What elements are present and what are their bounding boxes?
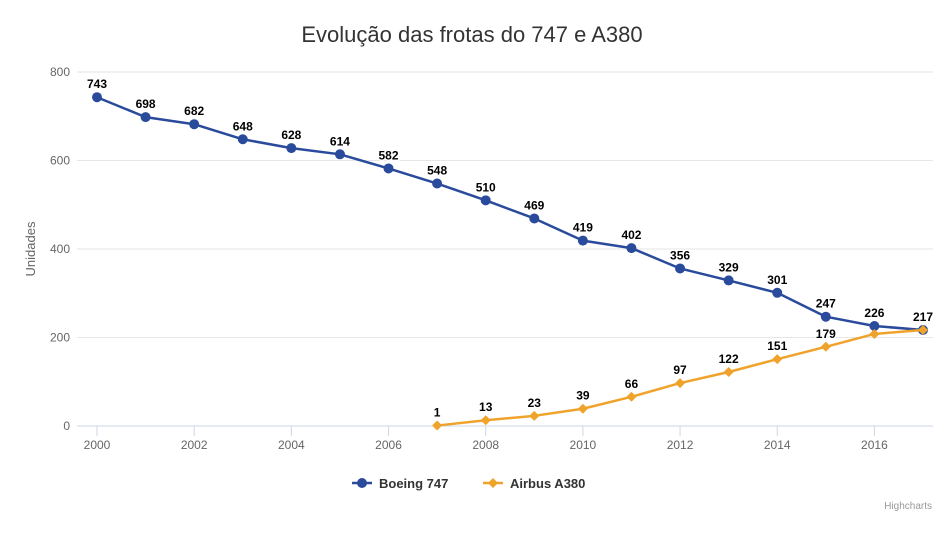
data-label: 329	[719, 260, 739, 274]
x-tick-label: 2002	[181, 438, 208, 452]
y-tick-label: 800	[50, 65, 70, 79]
legend-item: Airbus A380	[510, 476, 585, 491]
credits-link[interactable]: Highcharts	[884, 501, 932, 512]
series-line	[96, 96, 924, 332]
data-point	[577, 403, 588, 414]
data-label: 510	[476, 180, 496, 194]
data-point	[772, 287, 783, 298]
data-label: 13	[479, 400, 493, 414]
series-line	[436, 328, 924, 427]
data-point	[488, 478, 498, 488]
x-tick-label: 2016	[861, 438, 888, 452]
data-label: 698	[136, 97, 156, 111]
data-label: 39	[576, 389, 590, 403]
data-point	[577, 235, 588, 246]
y-axis-title: Unidades	[23, 221, 38, 276]
data-label: 23	[528, 396, 542, 410]
data-point	[820, 341, 831, 352]
y-tick-label: 0	[63, 419, 70, 433]
data-label: 628	[281, 128, 301, 142]
data-label: 356	[670, 248, 690, 262]
data-label: 1	[434, 406, 441, 420]
data-label: 247	[816, 297, 836, 311]
x-tick-label: 2012	[667, 438, 694, 452]
data-label: 548	[427, 164, 447, 178]
chart-title: Evolução das frotas do 747 e A380	[301, 22, 643, 47]
data-point	[432, 420, 443, 431]
legend-item: Boeing 747	[379, 476, 448, 491]
data-label: 743	[87, 77, 107, 91]
data-label: 66	[625, 377, 639, 391]
y-tick-label: 600	[50, 154, 70, 168]
data-point	[383, 163, 394, 174]
data-point	[286, 143, 297, 154]
y-tick-label: 200	[50, 331, 70, 345]
data-label: 97	[673, 363, 687, 377]
data-point	[723, 275, 734, 286]
data-point	[140, 112, 151, 123]
data-point	[626, 243, 637, 254]
data-point	[918, 324, 928, 335]
data-label: 582	[379, 148, 399, 162]
data-point	[626, 391, 637, 402]
x-tick-label: 2014	[764, 438, 791, 452]
data-label: 217	[913, 310, 933, 324]
y-tick-label: 400	[50, 242, 70, 256]
data-label: 469	[524, 198, 544, 212]
data-label: 402	[621, 228, 641, 242]
data-point	[480, 415, 491, 426]
data-label: 614	[330, 134, 350, 148]
data-point	[529, 213, 540, 224]
data-label: 226	[864, 306, 884, 320]
x-tick-label: 2010	[570, 438, 597, 452]
data-point	[432, 178, 443, 189]
x-tick-label: 2004	[278, 438, 305, 452]
data-label: 122	[719, 352, 739, 366]
data-point	[334, 149, 345, 160]
data-point	[820, 311, 831, 322]
x-tick-label: 2006	[375, 438, 402, 452]
data-point	[357, 478, 367, 488]
data-label: 301	[767, 273, 787, 287]
data-point	[237, 134, 248, 145]
x-tick-label: 2000	[84, 438, 111, 452]
data-point	[92, 92, 102, 103]
data-label: 151	[767, 339, 787, 353]
data-label: 179	[816, 327, 836, 341]
data-point	[723, 367, 734, 378]
data-point	[480, 195, 491, 206]
data-point	[869, 320, 880, 331]
data-label: 682	[184, 104, 204, 118]
data-label: 648	[233, 119, 253, 133]
data-point	[675, 263, 686, 274]
x-tick-label: 2008	[472, 438, 499, 452]
data-point	[675, 378, 686, 389]
data-label: 419	[573, 221, 593, 235]
data-point	[529, 410, 540, 421]
data-point	[772, 354, 783, 365]
data-point	[189, 119, 200, 130]
data-point	[869, 328, 880, 339]
